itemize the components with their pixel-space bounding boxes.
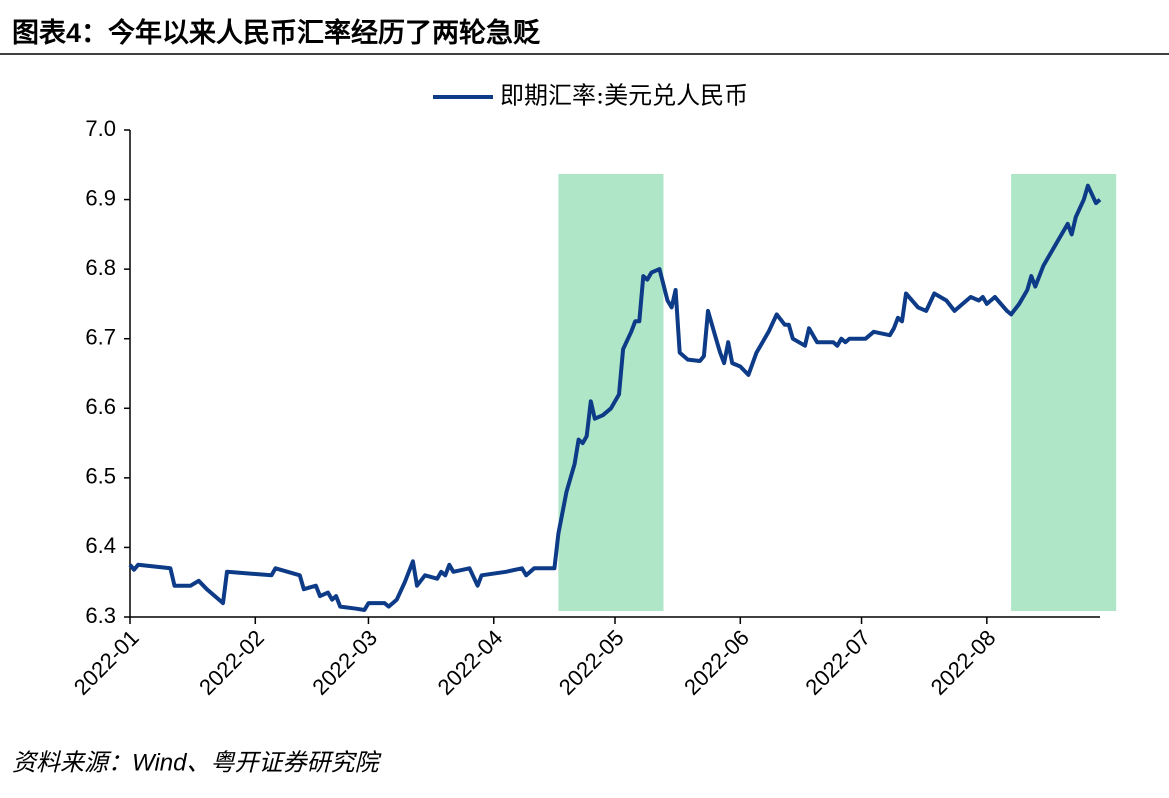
series-line bbox=[128, 183, 1102, 612]
x-tick-label: 2022-06 bbox=[679, 625, 754, 700]
plot-area: 6.3 6.4 6.5 6.6 6.7 6.8 6.9 7.0 2022-01 2022-02 20… bbox=[69, 82, 1117, 700]
legend-label: 即期汇率:美元兑人民币 bbox=[500, 82, 748, 110]
y-tick-label: 6.4 bbox=[85, 533, 116, 558]
y-tick-label: 6.9 bbox=[85, 185, 116, 210]
y-tick-label: 6.6 bbox=[85, 394, 116, 419]
y-tick-label: 6.3 bbox=[85, 603, 116, 628]
x-tick-label: 2022-02 bbox=[194, 625, 269, 700]
y-tick-label: 6.8 bbox=[85, 255, 116, 280]
x-tick-label: 2022-04 bbox=[433, 625, 508, 700]
source-note: 资料来源：Wind、粤开证券研究院 bbox=[12, 749, 382, 776]
x-tick-label: 2022-03 bbox=[307, 625, 382, 700]
chart-title: 图表4：今年以来人民币汇率经历了两轮急贬 bbox=[12, 17, 540, 48]
y-tick-label: 6.5 bbox=[85, 464, 116, 489]
x-tick-label: 2022-01 bbox=[69, 625, 144, 700]
shaded-period bbox=[558, 174, 664, 611]
x-tick-label: 2022-07 bbox=[800, 625, 875, 700]
shaded-period bbox=[1011, 174, 1117, 611]
x-tick-label: 2022-05 bbox=[554, 625, 629, 700]
y-tick-label: 6.7 bbox=[85, 325, 116, 350]
y-tick-label: 7.0 bbox=[85, 116, 116, 141]
x-tick-label: 2022-08 bbox=[926, 625, 1001, 700]
